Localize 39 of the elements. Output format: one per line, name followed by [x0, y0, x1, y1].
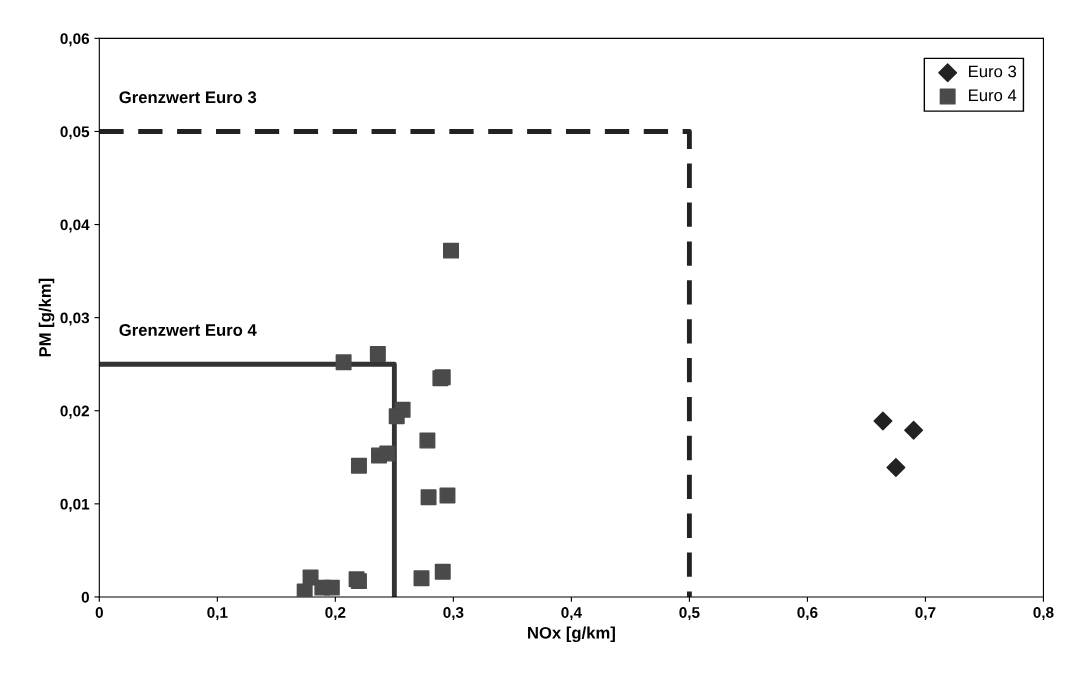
- y-tick-label: 0,03: [60, 312, 90, 326]
- annotation: Grenzwert Euro 3: [119, 91, 257, 104]
- legend-label: Euro 4: [969, 89, 1017, 102]
- y-axis-title: PM [g/km]: [38, 278, 55, 357]
- point: [379, 445, 396, 462]
- point: [350, 457, 367, 474]
- point: [413, 570, 430, 587]
- x-tick-label: 0,2: [325, 607, 346, 621]
- y-tick-label: 0,05: [60, 126, 90, 140]
- x-tick-label: 0: [95, 607, 103, 618]
- point: [419, 432, 436, 449]
- point: [296, 583, 313, 597]
- point: [302, 569, 319, 586]
- x-tick-label: 0,5: [679, 607, 700, 621]
- y-tick-label: 0,06: [60, 33, 90, 47]
- point: [323, 579, 340, 596]
- legend-label: Euro 3: [969, 65, 1017, 78]
- point: [886, 458, 906, 478]
- point: [439, 487, 456, 504]
- point: [388, 408, 405, 425]
- point: [335, 354, 352, 371]
- point: [904, 420, 924, 440]
- point: [434, 563, 451, 580]
- point: [420, 489, 437, 506]
- y-tick-label: 0,02: [60, 405, 89, 419]
- y-tick-label: 0,04: [60, 219, 90, 233]
- annotation: Grenzwert Euro 4: [119, 324, 257, 336]
- x-tick-label: 0,1: [207, 607, 228, 621]
- point: [443, 242, 459, 259]
- y-tick-label: 0,01: [60, 498, 90, 512]
- x-tick-label: 0,3: [443, 607, 464, 621]
- x-tick-label: 0,4: [561, 607, 582, 621]
- x-tick-label: 0,8: [1033, 607, 1054, 621]
- point: [873, 411, 893, 431]
- x-tick-label: 0,7: [915, 607, 936, 621]
- x-tick-label: 0,6: [797, 607, 818, 621]
- point: [369, 345, 386, 362]
- y-tick-label: 0: [81, 591, 89, 603]
- x-axis-title: NOx [g/km]: [528, 626, 615, 643]
